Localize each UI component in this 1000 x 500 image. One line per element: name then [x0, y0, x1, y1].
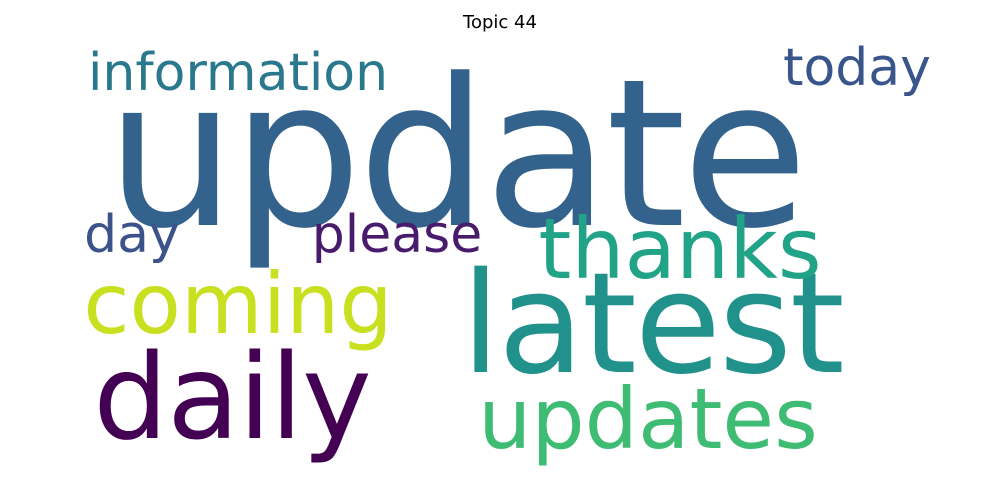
word-updates: updates	[478, 370, 818, 468]
word-today: today	[783, 38, 931, 98]
word-update: update	[106, 36, 804, 274]
word-thanks: thanks	[538, 200, 821, 298]
word-latest: latest	[461, 243, 843, 406]
word-day: day	[84, 205, 180, 265]
word-daily: daily	[93, 328, 371, 466]
chart-title: Topic 44	[463, 12, 537, 33]
word-coming: coming	[83, 255, 392, 353]
word-information: information	[88, 43, 388, 103]
word-please: please	[312, 205, 482, 265]
